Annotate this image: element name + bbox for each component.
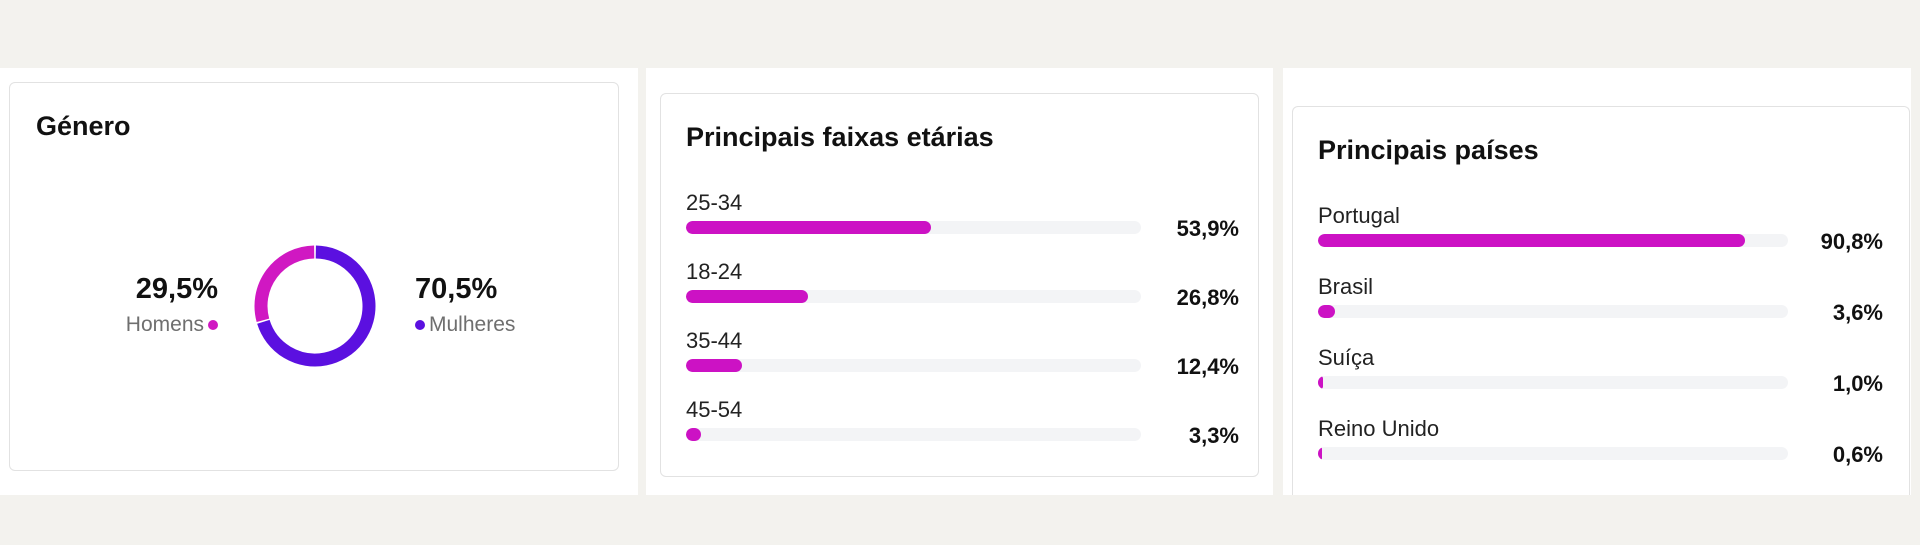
bar-value: 1,0% [1832, 371, 1883, 396]
women-label: Mulheres [429, 313, 516, 336]
bar-value: 12,4% [1176, 354, 1239, 379]
bar-value: 0,6% [1832, 442, 1883, 467]
bar-fill [686, 221, 932, 234]
bar-value: 26,8% [1176, 285, 1239, 310]
gender-donut [254, 245, 376, 367]
bar-track [686, 428, 1141, 441]
men-label: Homens [125, 313, 204, 336]
bar-value: 90,8% [1820, 229, 1883, 254]
bar-track [686, 359, 1141, 372]
bar-fill [1318, 447, 1322, 460]
bar-fill [686, 428, 701, 441]
bar-track [1318, 447, 1788, 460]
ages-title: Principais faixas etárias [686, 122, 994, 152]
women-dot-icon [415, 320, 425, 330]
bar-label: 45-54 [686, 397, 743, 422]
bar-track [1318, 234, 1788, 247]
bar-fill [1318, 305, 1335, 318]
bar-label: Brasil [1318, 274, 1374, 299]
countries-card: Principais países Portugal 90,8% Brasil 3,6… [1292, 106, 1910, 495]
bar-row: 25-34 53,9% [686, 190, 1239, 252]
countries-bar-list: Portugal 90,8% Brasil 3,6% Suíça 1,0% Reino Un… [1318, 203, 1883, 493]
men-percentage: 29,5% [135, 273, 218, 305]
donut-segment-mulheres [257, 245, 376, 367]
bar-track [1318, 305, 1788, 318]
bar-fill [686, 359, 743, 372]
bar-row: 45-54 3,3% [686, 397, 1239, 459]
donut-segment-homens [254, 245, 315, 322]
women-legend: Mulheres [415, 313, 515, 337]
men-legend: Homens [126, 313, 218, 337]
bar-label: Portugal [1318, 203, 1400, 228]
bar-label: 18-24 [686, 259, 743, 284]
bar-row: 18-24 26,8% [686, 259, 1239, 321]
bar-value: 3,6% [1832, 300, 1883, 325]
bar-fill [1318, 234, 1745, 247]
bar-fill [686, 290, 808, 303]
countries-title: Principais países [1318, 135, 1539, 165]
bar-label: Suíça [1318, 345, 1375, 370]
ages-bar-list: 25-34 53,9% 18-24 26,8% 35-44 12,4% 45-54 3,3% [686, 190, 1239, 470]
bar-fill [1318, 376, 1323, 389]
bar-label: 25-34 [686, 190, 743, 215]
women-percentage: 70,5% [415, 273, 498, 305]
bar-row: Suíça 1,0% [1318, 345, 1883, 407]
bar-track [686, 221, 1141, 234]
bar-row: 35-44 12,4% [686, 328, 1239, 390]
bar-row: Brasil 3,6% [1318, 274, 1883, 336]
men-dot-icon [208, 320, 218, 330]
bar-label: Reino Unido [1318, 416, 1440, 441]
bar-row: Portugal 90,8% [1318, 203, 1883, 265]
bar-track [686, 290, 1141, 303]
bar-label: 35-44 [686, 328, 743, 353]
gender-card: Género 29,5% Homens 70,5% Mulheres [9, 82, 619, 471]
ages-card: Principais faixas etárias 25-34 53,9% 18-2… [660, 93, 1259, 477]
bar-value: 53,9% [1176, 216, 1239, 241]
bar-value: 3,3% [1188, 423, 1239, 448]
bar-track [1318, 376, 1788, 389]
bar-row: Reino Unido 0,6% [1318, 416, 1883, 478]
gender-title: Género [36, 111, 131, 141]
